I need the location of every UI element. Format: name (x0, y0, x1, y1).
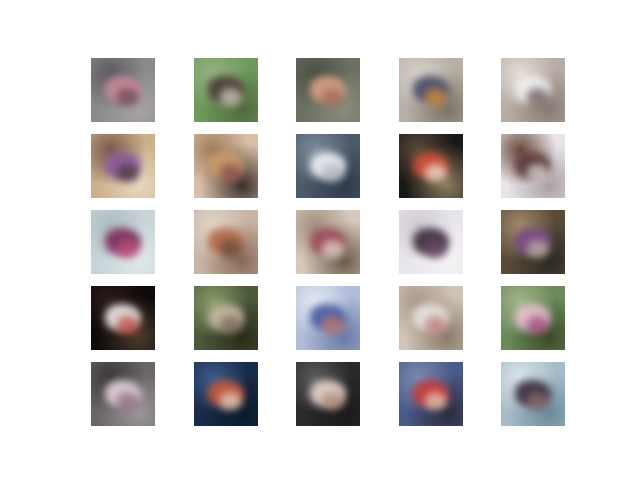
sample-tile-r3-c4 (399, 210, 463, 274)
tile-blob (527, 164, 549, 182)
sample-tile-r3-c3 (296, 210, 360, 274)
sample-tile-r5-c2 (194, 362, 258, 426)
tile-blob (220, 392, 242, 410)
sample-tile-r5-c4 (399, 362, 463, 426)
generated-sample-grid (91, 58, 565, 426)
tile-blob (322, 164, 344, 182)
sample-tile-r2-c5 (501, 134, 565, 198)
tile-blob (322, 392, 344, 410)
sample-tile-r3-c2 (194, 210, 258, 274)
tile-blob (117, 88, 139, 106)
sample-tile-r4-c3 (296, 286, 360, 350)
sample-tile-r5-c3 (296, 362, 360, 426)
sample-tile-r3-c1 (91, 210, 155, 274)
tile-blob (220, 316, 242, 334)
sample-tile-r1-c3 (296, 58, 360, 122)
sample-tile-r4-c5 (501, 286, 565, 350)
tile-blob (322, 88, 344, 106)
sample-tile-r2-c2 (194, 134, 258, 198)
tile-blob (527, 316, 549, 334)
sample-tile-r3-c5 (501, 210, 565, 274)
tile-blob (117, 240, 139, 258)
sample-tile-r1-c1 (91, 58, 155, 122)
sample-tile-r1-c4 (399, 58, 463, 122)
tile-blob (220, 88, 242, 106)
tile-blob (425, 392, 447, 410)
tile-blob (527, 392, 549, 410)
sample-tile-r2-c3 (296, 134, 360, 198)
tile-blob (117, 392, 139, 410)
tile-blob (425, 88, 447, 106)
sample-tile-r5-c5 (501, 362, 565, 426)
tile-blob (527, 88, 549, 106)
tile-blob (322, 240, 344, 258)
sample-tile-r5-c1 (91, 362, 155, 426)
tile-blob (425, 164, 447, 182)
tile-blob (322, 316, 344, 334)
sample-tile-r1-c5 (501, 58, 565, 122)
tile-blob (220, 240, 242, 258)
tile-blob (117, 164, 139, 182)
sample-tile-r1-c2 (194, 58, 258, 122)
tile-blob (220, 164, 242, 182)
sample-tile-r4-c2 (194, 286, 258, 350)
sample-tile-r2-c1 (91, 134, 155, 198)
tile-blob (527, 240, 549, 258)
tile-blob (425, 316, 447, 334)
sample-tile-r4-c4 (399, 286, 463, 350)
tile-blob (117, 316, 139, 334)
tile-blob (425, 240, 447, 258)
sample-tile-r4-c1 (91, 286, 155, 350)
sample-tile-r2-c4 (399, 134, 463, 198)
